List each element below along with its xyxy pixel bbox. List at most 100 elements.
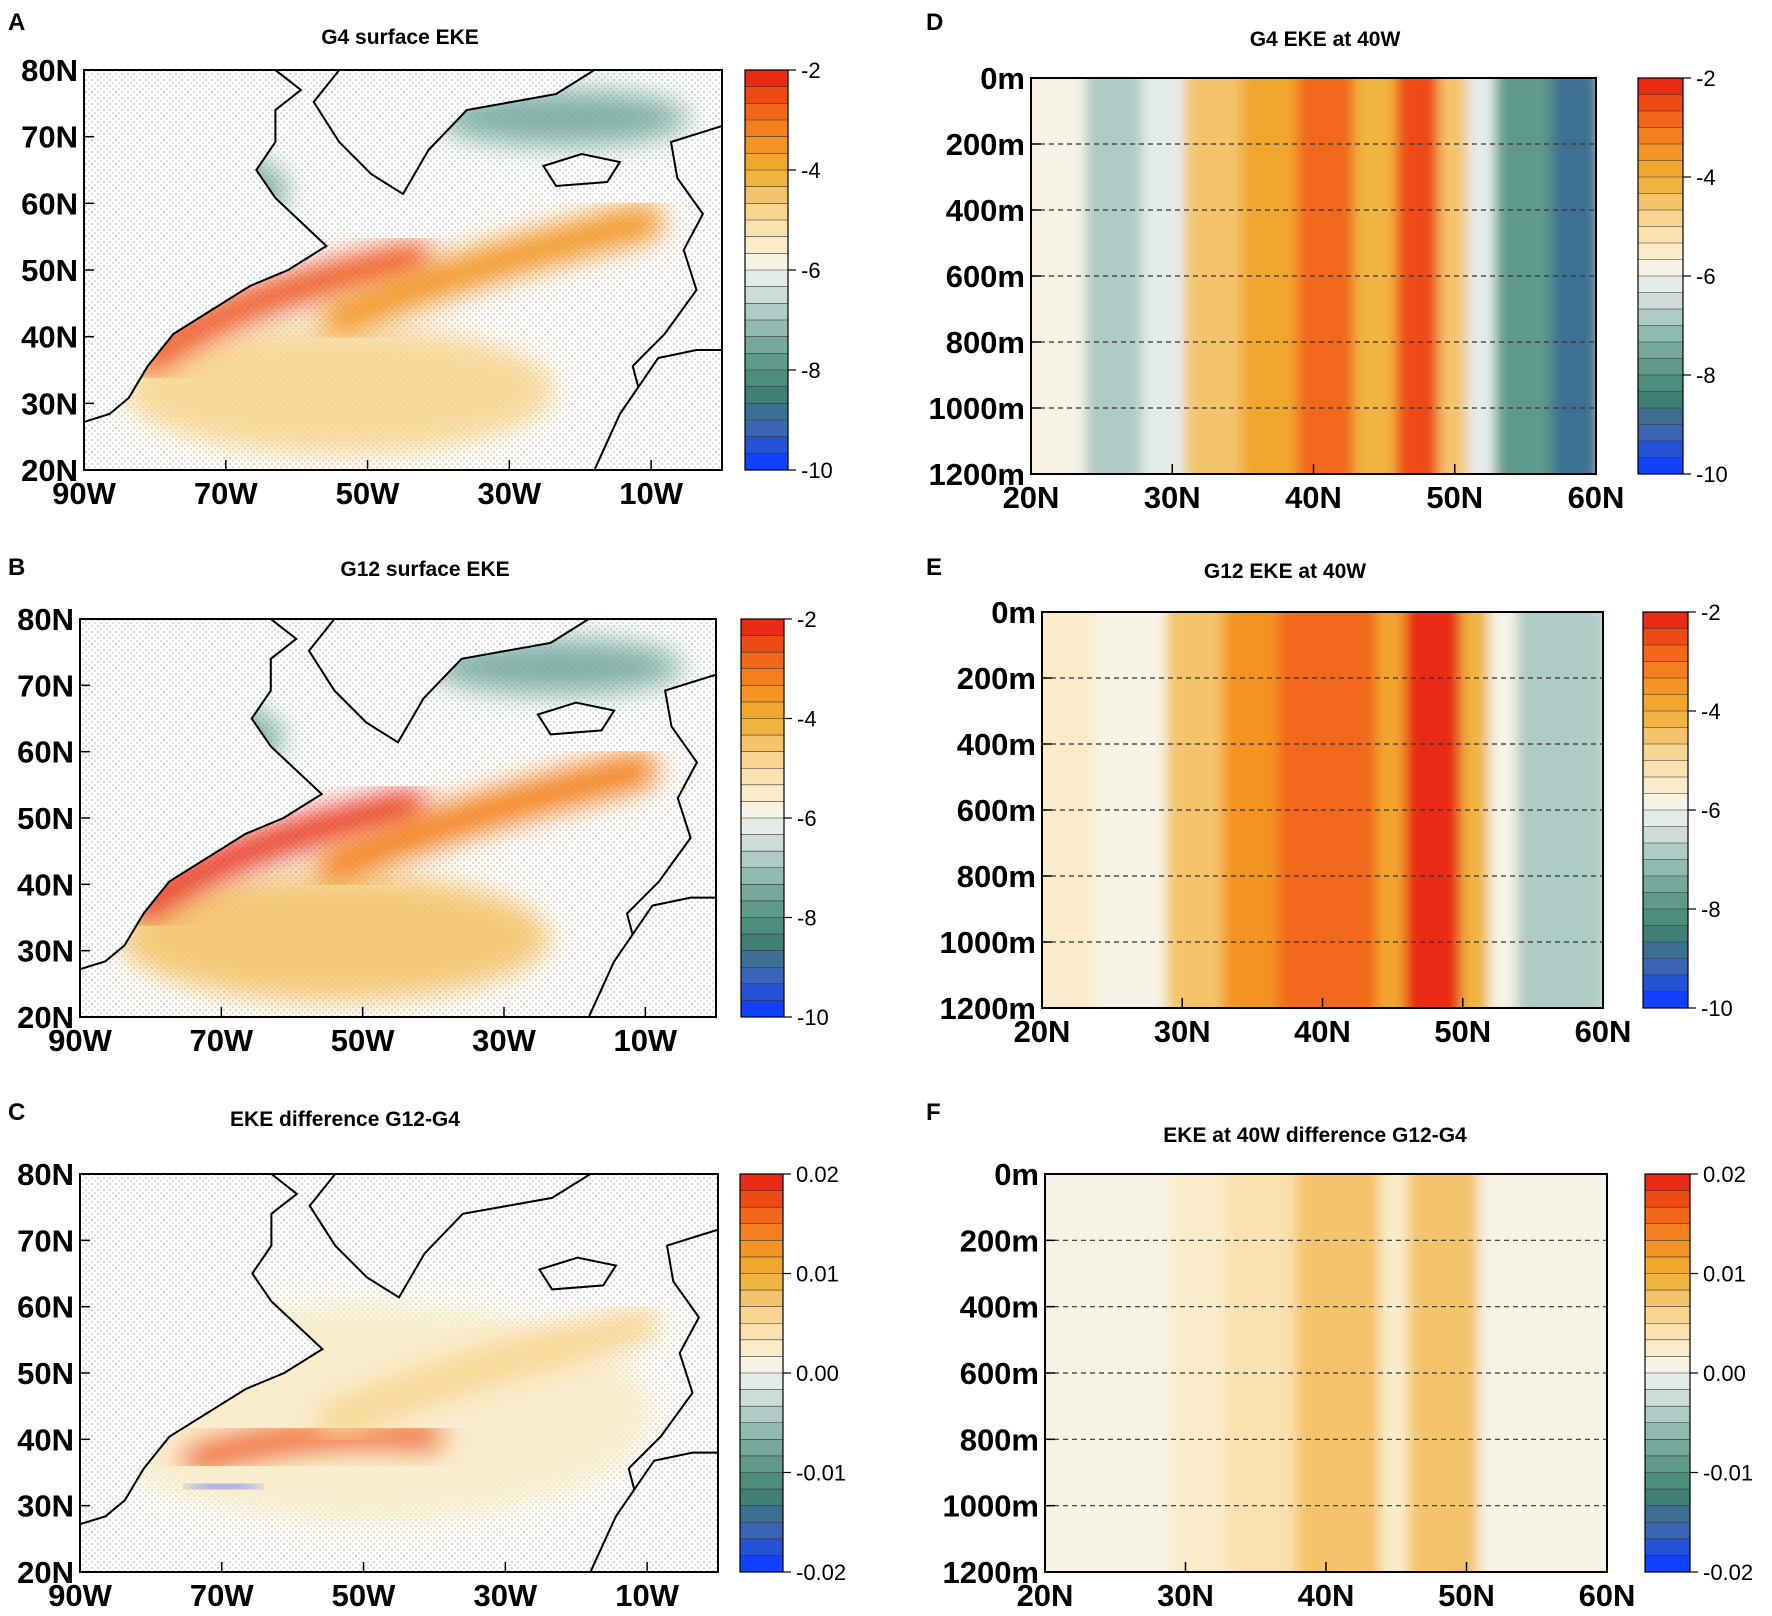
colorbar-swatch (745, 136, 788, 154)
y-tick-label: 400m (960, 1290, 1039, 1325)
y-tick-label: 70N (17, 668, 74, 703)
colorbar-swatch (741, 701, 784, 719)
colorbar-swatch (741, 784, 784, 802)
colorbar-swatch (740, 1522, 783, 1540)
x-tick-label: 20N (1003, 480, 1060, 515)
colorbar-swatch (740, 1489, 783, 1506)
y-tick-label: 1000m (928, 391, 1025, 426)
colorbar-swatch (1643, 909, 1688, 926)
colorbar-swatch (740, 1422, 783, 1440)
colorbar-swatch (1643, 876, 1688, 893)
y-tick-label: 80N (17, 602, 74, 637)
colorbar-swatch (745, 453, 788, 471)
colorbar-swatch (740, 1190, 783, 1208)
colorbar-swatch (740, 1472, 783, 1490)
colorbar-swatch (1643, 892, 1688, 910)
colorbar-swatch (1645, 1538, 1690, 1556)
colorbar-swatch (741, 768, 784, 786)
colorbar-swatch (1638, 358, 1683, 376)
coastline (80, 1174, 325, 1526)
colorbar-swatch (740, 1439, 783, 1457)
field-current (321, 204, 664, 336)
colorbar-swatch (1638, 457, 1683, 475)
coastline (589, 1451, 718, 1572)
x-tick-label: 20N (1017, 1578, 1074, 1611)
x-tick-label: 70W (190, 1578, 254, 1611)
colorbar-swatch (1643, 760, 1688, 778)
colorbar-tick-label: -4 (801, 158, 821, 183)
colorbar-swatch (741, 668, 784, 686)
panel-title-d: G4 EKE at 40W (1250, 28, 1401, 51)
colorbar-tick-label: -4 (1701, 699, 1721, 724)
x-tick-label: 90W (52, 476, 116, 511)
colorbar-tick-label: -0.02 (796, 1560, 846, 1585)
colorbar-swatch (741, 851, 784, 869)
plot-area-a (84, 70, 722, 470)
colorbar-swatch (1638, 111, 1683, 128)
colorbar-tick-label: 0.00 (796, 1361, 839, 1386)
colorbar-swatch (741, 1000, 784, 1018)
colorbar-swatch (1643, 859, 1688, 877)
colorbar-swatch (740, 1256, 783, 1274)
colorbar-tick-label: 0.01 (1703, 1262, 1746, 1287)
y-tick-label: 60N (21, 186, 78, 221)
colorbar-swatch (1645, 1455, 1690, 1473)
x-tick-label: 30N (1157, 1578, 1214, 1611)
colorbar-swatch (740, 1273, 783, 1291)
colorbar-tick-label: -8 (1696, 363, 1716, 388)
x-tick-label: 50N (1438, 1578, 1495, 1611)
y-tick-label: 1000m (939, 925, 1036, 960)
colorbar-swatch (1638, 309, 1683, 326)
colorbar-e: -2 -4 -6 -8 -10 (1642, 600, 1733, 1021)
colorbar-swatch (745, 386, 788, 404)
colorbar-tick-label: -2 (801, 58, 821, 83)
colorbar-swatch (745, 186, 788, 204)
colorbar-tick-label: 0.02 (1703, 1162, 1746, 1187)
field-current (128, 791, 426, 921)
field-feature (317, 1307, 660, 1439)
colorbar-swatch (1645, 1505, 1690, 1523)
colorbar-swatch (1638, 210, 1683, 227)
colorbar-swatch (741, 619, 784, 636)
x-tick-label: 50W (332, 1578, 396, 1611)
field-blob (122, 326, 557, 454)
y-tick-label: 20N (21, 453, 78, 488)
colorbar-swatch (745, 403, 788, 421)
colorbar-swatch (1645, 1406, 1690, 1424)
colorbar-swatch (740, 1455, 783, 1473)
y-tick-label: 800m (960, 1422, 1039, 1457)
colorbar-swatch (740, 1505, 783, 1523)
y-tick-label: 30N (17, 1489, 74, 1524)
colorbar-swatch (1638, 325, 1683, 343)
colorbar-swatch (1645, 1306, 1690, 1324)
colorbar-d: -2 -4 -6 -8 -10 (1637, 66, 1728, 487)
panel-title-e: G12 EKE at 40W (1204, 560, 1366, 583)
colorbar-swatch (745, 153, 788, 171)
coastline (587, 896, 716, 1017)
x-tick-label: 10W (613, 1023, 677, 1058)
y-tick-label: 70N (17, 1223, 74, 1258)
colorbar-tick-label: -8 (1701, 897, 1721, 922)
colorbar-swatch (1643, 826, 1688, 844)
colorbar-swatch (1638, 226, 1683, 244)
colorbar-swatch (1643, 694, 1688, 712)
coastline (536, 701, 616, 736)
y-tick-label: 30N (21, 386, 78, 421)
colorbar-swatch (1645, 1323, 1690, 1341)
colorbar-swatch (1645, 1223, 1690, 1241)
colorbar-swatch (1643, 810, 1688, 827)
colorbar-tick-label: -10 (801, 458, 833, 483)
y-tick-label: 30N (17, 934, 74, 969)
colorbar-swatch (1643, 942, 1688, 959)
colorbar-swatch (1643, 628, 1688, 646)
colorbar-swatch (741, 867, 784, 885)
colorbar-swatch (745, 286, 788, 304)
colorbar-swatch (741, 934, 784, 951)
y-tick-label: 50N (17, 801, 74, 836)
colorbar-swatch (1638, 259, 1683, 277)
colorbar-swatch (745, 370, 788, 387)
panel-letter-d: D (926, 9, 943, 36)
y-tick-label: 200m (960, 1223, 1039, 1258)
